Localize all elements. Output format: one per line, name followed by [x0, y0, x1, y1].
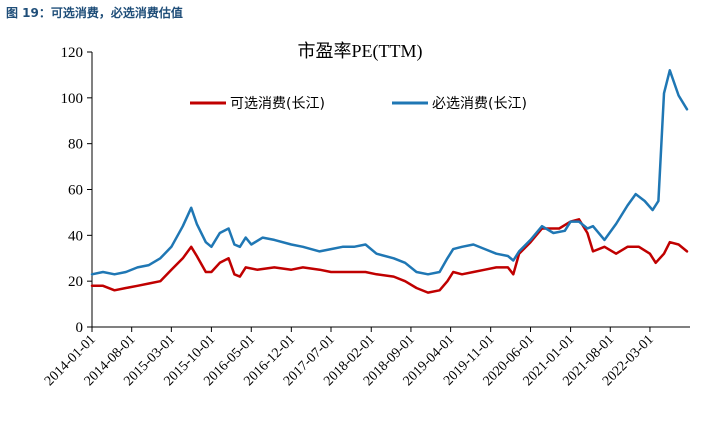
y-tick-label: 40: [68, 228, 83, 244]
axes: 0204060801001202014-01-012014-08-012015-…: [42, 45, 690, 389]
y-tick-label: 20: [68, 274, 83, 290]
chart-title: 市盈率PE(TTM): [298, 41, 423, 62]
y-tick-label: 120: [61, 45, 84, 61]
figure-caption: 图 19：可选消费，必选消费估值: [6, 6, 183, 20]
series-line-2: [90, 69, 689, 276]
y-tick-label: 0: [76, 320, 84, 336]
series-line-1: [90, 218, 689, 294]
legend: 可选消费(长江) 必选消费(长江): [190, 96, 527, 112]
y-tick-label: 100: [61, 91, 84, 107]
legend-label: 可选消费(长江): [230, 96, 325, 112]
series-layer: [90, 69, 689, 294]
legend-label: 必选消费(长江): [432, 96, 527, 112]
y-tick-label: 60: [68, 183, 83, 199]
y-tick-label: 80: [68, 137, 83, 153]
